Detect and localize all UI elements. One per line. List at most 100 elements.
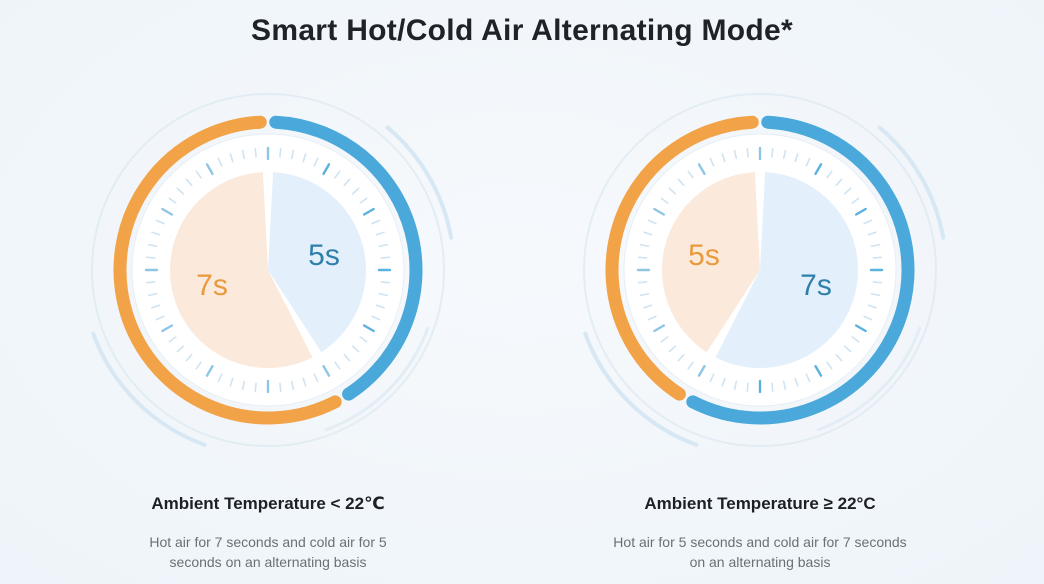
tick-mark	[217, 157, 223, 167]
tick-mark	[805, 157, 811, 167]
cold-air-arc	[686, 115, 915, 425]
tick-mark	[771, 147, 774, 158]
hot-air-arc	[113, 115, 342, 425]
tick-mark	[229, 377, 234, 387]
tick-mark	[351, 187, 360, 195]
description-line: seconds on an alternating basis	[169, 554, 367, 570]
tick-mark	[794, 153, 799, 163]
tick-mark	[145, 256, 156, 259]
dial-ticks	[144, 146, 392, 394]
cold-duration-label: 7s	[800, 269, 832, 302]
tick-mark	[709, 373, 715, 383]
tick-mark	[835, 353, 843, 362]
halo-arc	[583, 331, 699, 447]
description-line: Hot air for 7 seconds and cold air for 5	[149, 534, 387, 550]
tick-mark	[205, 364, 214, 377]
tick-mark	[697, 163, 706, 176]
tick-mark	[826, 170, 833, 179]
tick-mark	[176, 187, 185, 195]
tick-mark	[378, 292, 389, 297]
mode-panel-below-22: 7s 5s Ambient Temperature < 22℃ Hot air f…	[48, 80, 488, 580]
tick-mark	[854, 324, 867, 333]
tick-mark	[155, 219, 165, 225]
tick-mark	[872, 256, 883, 259]
tick-mark	[371, 315, 381, 321]
timer-dial-graphic: 5s 7s	[583, 93, 946, 447]
tick-mark	[637, 281, 648, 284]
cold-duration-label: 5s	[308, 239, 340, 272]
tick-mark	[147, 243, 158, 248]
tick-mark	[279, 147, 282, 158]
halo-arc	[385, 125, 454, 240]
tick-mark	[872, 281, 883, 284]
tick-mark	[643, 304, 653, 309]
tick-mark	[746, 382, 749, 393]
tick-mark	[241, 380, 246, 391]
tick-mark	[851, 197, 860, 204]
tick-mark	[653, 207, 666, 216]
tick-mark	[378, 243, 389, 248]
tick-mark	[647, 219, 657, 225]
tick-mark	[290, 380, 295, 391]
tick-mark	[254, 147, 257, 158]
tick-mark	[168, 336, 177, 343]
tick-mark	[826, 361, 833, 370]
tick-mark	[290, 149, 295, 160]
tick-mark	[195, 170, 202, 179]
tick-mark	[185, 353, 193, 362]
tick-mark	[637, 256, 648, 259]
tick-mark	[313, 373, 319, 383]
tick-mark	[161, 207, 174, 216]
tick-mark	[814, 163, 823, 176]
hot-air-sector	[170, 172, 313, 368]
tick-mark	[302, 153, 307, 163]
tick-mark	[151, 304, 161, 309]
halo-arc	[816, 326, 922, 432]
tick-mark	[863, 315, 873, 321]
tick-mark	[697, 364, 706, 377]
tick-mark	[782, 380, 787, 391]
mode-description: Hot air for 7 seconds and cold air for 5…	[48, 532, 488, 572]
tick-mark	[794, 377, 799, 387]
tick-mark	[343, 178, 351, 187]
tick-mark	[771, 382, 774, 393]
tick-mark	[863, 219, 873, 225]
tick-mark	[660, 336, 669, 343]
ambient-temperature-heading: Ambient Temperature < 22℃	[151, 494, 385, 513]
tick-mark	[161, 324, 174, 333]
tick-mark	[168, 197, 177, 204]
tick-mark	[870, 292, 881, 297]
tick-mark	[185, 178, 193, 187]
tick-mark	[359, 197, 368, 204]
tick-mark	[380, 281, 391, 284]
tick-mark	[687, 361, 694, 370]
hot-air-sector	[661, 172, 760, 353]
cold-air-sector	[715, 172, 858, 368]
tick-mark	[375, 231, 385, 236]
tick-mark	[147, 292, 158, 297]
halo-ring	[91, 93, 445, 447]
tick-mark	[195, 361, 202, 370]
hot-duration-label: 7s	[196, 269, 228, 302]
description-line: on an alternating basis	[689, 554, 831, 570]
hot-duration-label: 5s	[688, 239, 720, 272]
tick-mark	[359, 336, 368, 343]
tick-mark	[279, 382, 282, 393]
tick-mark	[668, 345, 677, 353]
halo-ring	[583, 93, 937, 447]
tick-mark	[334, 170, 341, 179]
tick-mark	[647, 315, 657, 321]
tick-mark	[155, 315, 165, 321]
halo-arc	[324, 326, 430, 432]
description-line: Hot air for 5 seconds and cold air for 7…	[613, 534, 907, 550]
tick-mark	[721, 153, 726, 163]
tick-mark	[639, 292, 650, 297]
tick-mark	[302, 377, 307, 387]
mode-panel-at-or-above-22: 5s 7s Ambient Temperature ≥ 22°C Hot air …	[540, 80, 980, 580]
tick-mark	[835, 178, 843, 187]
tick-mark	[380, 256, 391, 259]
tick-mark	[843, 187, 852, 195]
tick-mark	[709, 157, 715, 167]
tick-mark	[362, 324, 375, 333]
tick-mark	[677, 353, 685, 362]
